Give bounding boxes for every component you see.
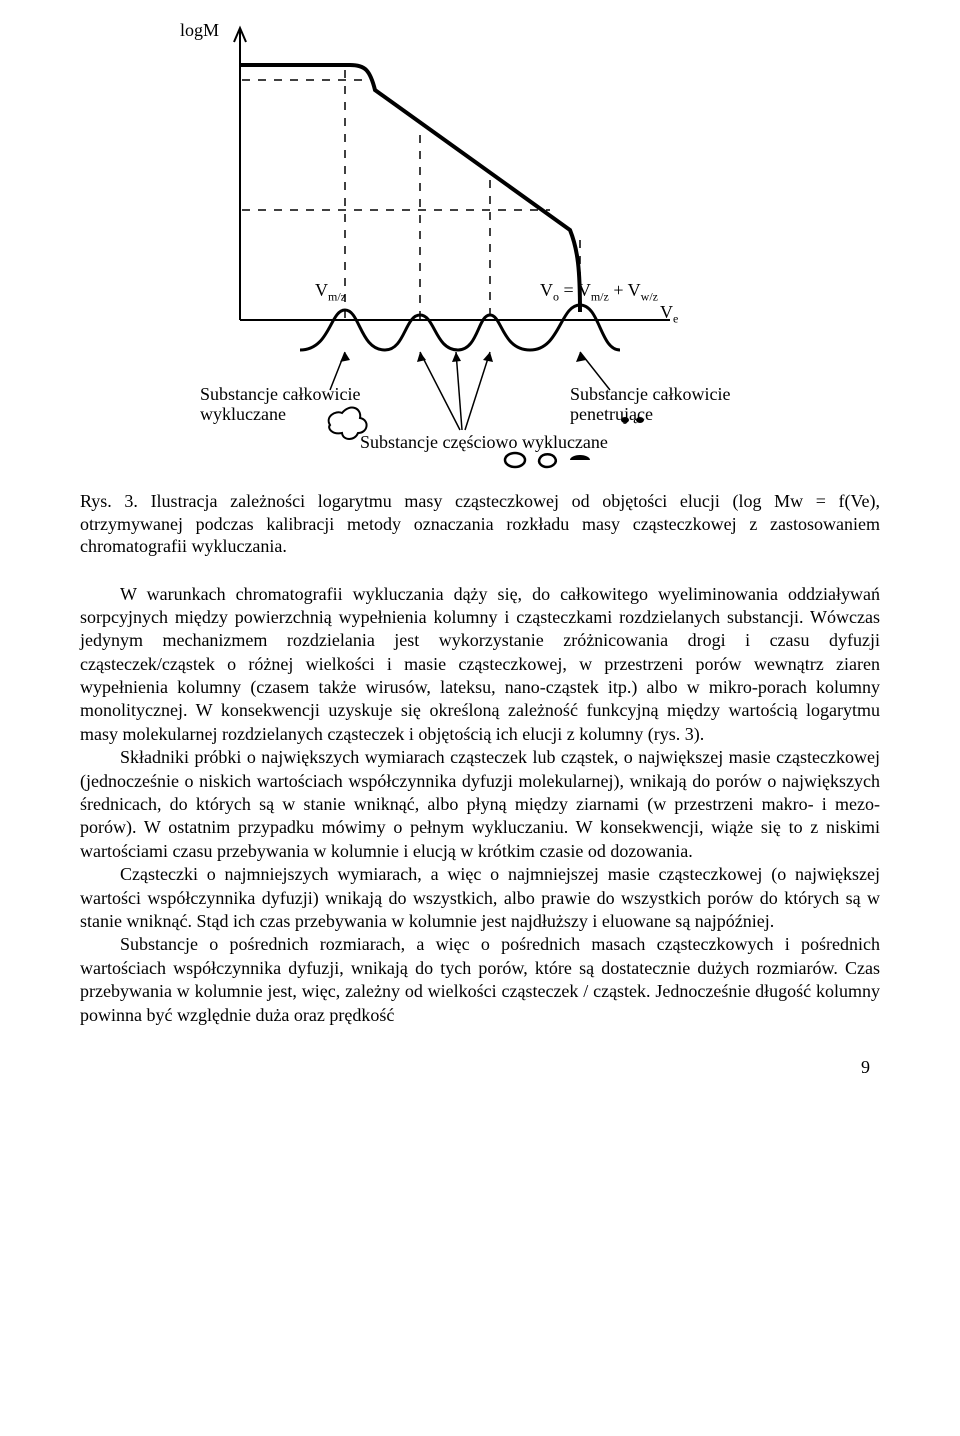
x-label-vmz-text: Vm/z xyxy=(315,280,346,300)
page-number: 9 xyxy=(80,1057,880,1078)
calibration-diagram: logM xyxy=(180,20,780,470)
legend-penetrating: Substancje całkowicie penetrujące xyxy=(570,385,770,425)
y-axis-label: logM xyxy=(180,20,219,41)
paragraph-3: Cząsteczki o najmniejszych wymiarach, a … xyxy=(80,863,880,933)
x-label-vmz: Vm/z xyxy=(315,280,346,305)
paragraph-1: W warunkach chromatografii wykluczania d… xyxy=(80,583,880,747)
x-label-vo: Vo = Vm/z + Vw/z xyxy=(540,280,720,305)
paragraph-4: Substancje o pośrednich rozmiarach, a wi… xyxy=(80,933,880,1027)
body-text: W warunkach chromatografii wykluczania d… xyxy=(80,583,880,1027)
legend-excluded: Substancje całkowicie wykluczane xyxy=(200,385,400,425)
legend-partial: Substancje częściowo wykluczane xyxy=(360,433,660,453)
figure-caption: Rys. 3. Ilustracja zależności logarytmu … xyxy=(80,490,880,558)
x-label-ve: Ve xyxy=(660,302,678,327)
paragraph-2: Składniki próbki o największych wymiarac… xyxy=(80,746,880,863)
